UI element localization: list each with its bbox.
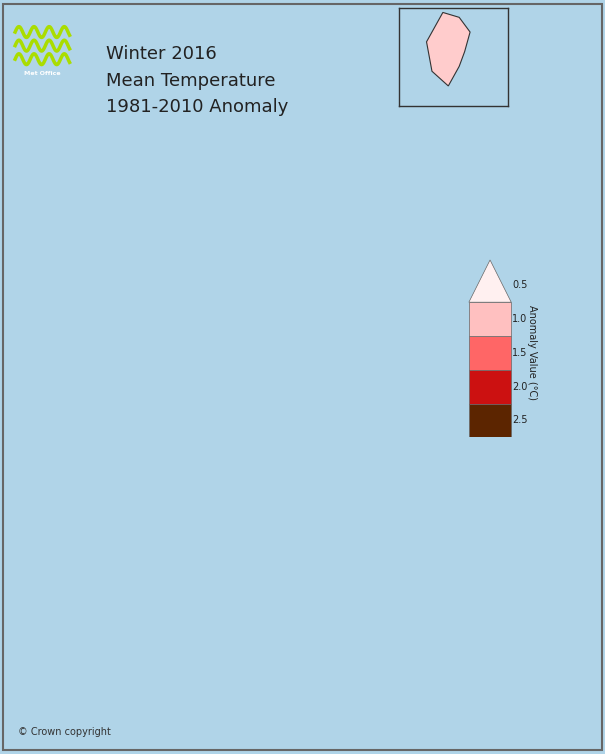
Polygon shape [469, 260, 511, 302]
Text: Mean Temperature: Mean Temperature [106, 72, 275, 90]
Text: 1981-2010 Anomaly: 1981-2010 Anomaly [106, 98, 288, 116]
Bar [469, 403, 511, 437]
Text: 2.0: 2.0 [512, 382, 528, 391]
Text: 1.5: 1.5 [512, 348, 528, 358]
Polygon shape [427, 13, 470, 86]
Bar [469, 369, 511, 403]
Text: Met Office: Met Office [24, 71, 60, 76]
Bar [469, 302, 511, 336]
Text: 2.5: 2.5 [512, 415, 528, 425]
Text: 1.0: 1.0 [512, 314, 528, 324]
Text: Anomaly Value (°C): Anomaly Value (°C) [528, 305, 537, 400]
Bar [469, 336, 511, 369]
Text: Winter 2016: Winter 2016 [106, 45, 217, 63]
Text: © Crown copyright: © Crown copyright [18, 727, 111, 737]
Text: 0.5: 0.5 [512, 280, 528, 290]
